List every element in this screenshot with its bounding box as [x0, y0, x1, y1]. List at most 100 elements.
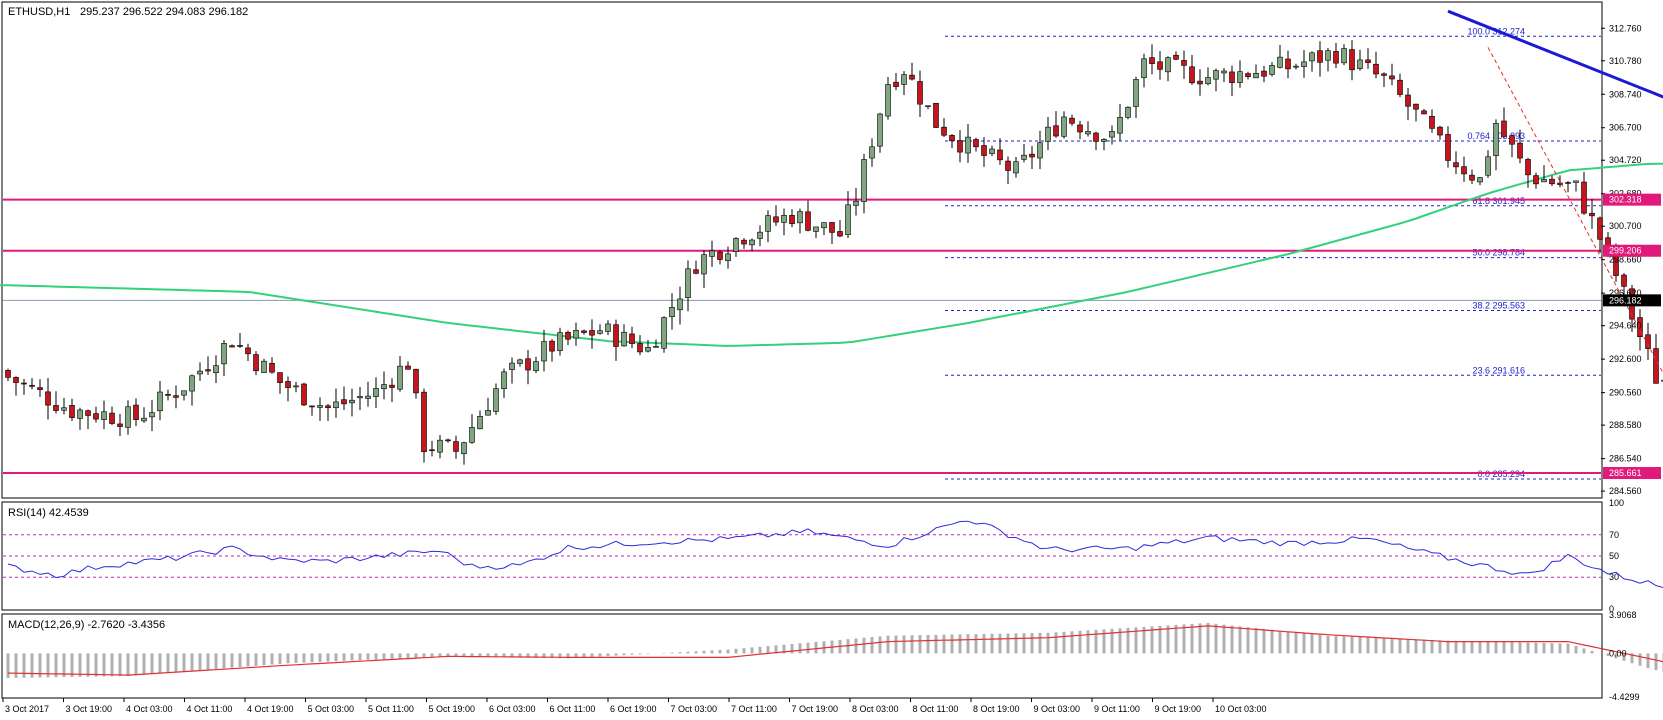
- candle-body: [1181, 60, 1187, 66]
- candle-body: [1013, 161, 1019, 174]
- candle-body: [1061, 116, 1067, 137]
- candle: [1229, 65, 1235, 96]
- candle: [669, 293, 675, 330]
- candle-body: [997, 149, 1003, 161]
- price-tick-label: 294.640: [1609, 321, 1642, 331]
- price-tick-label: 288.580: [1609, 420, 1642, 430]
- ohlc-label: 295.237 296.522 294.083 296.182: [80, 6, 248, 18]
- candle-body: [589, 330, 595, 336]
- candle-body: [229, 345, 235, 348]
- candle-body: [253, 354, 259, 372]
- candle: [1637, 309, 1643, 351]
- rsi-panel-frame: [1, 501, 1603, 611]
- symbol-label: ETHUSD,H1: [8, 6, 70, 18]
- time-tick-label: 4 Oct 19:00: [247, 704, 294, 714]
- candle-body: [1453, 162, 1459, 168]
- candle-body: [1037, 142, 1043, 159]
- candle-body: [989, 148, 995, 154]
- candle-body: [1133, 79, 1139, 107]
- candle-body: [69, 405, 75, 418]
- candle: [197, 362, 203, 381]
- candle: [221, 340, 227, 377]
- candle-body: [1397, 79, 1403, 95]
- candle-body: [1549, 178, 1555, 185]
- candle-body: [757, 231, 763, 239]
- candle: [61, 397, 67, 415]
- candle: [357, 387, 363, 411]
- candle: [533, 356, 539, 374]
- candle: [1589, 199, 1595, 229]
- candle: [1341, 44, 1347, 66]
- candle: [333, 388, 339, 418]
- candle-body: [1125, 106, 1131, 118]
- candle: [341, 386, 347, 411]
- candle-body: [1581, 181, 1587, 214]
- candle: [85, 409, 91, 430]
- candle: [285, 376, 291, 402]
- candle: [1469, 169, 1475, 184]
- candle: [597, 324, 603, 335]
- candle-body: [1101, 139, 1107, 142]
- candle: [885, 76, 891, 120]
- candle: [109, 406, 115, 425]
- level-price-tag-label: 299.206: [1609, 246, 1642, 256]
- candle-body: [1493, 123, 1499, 156]
- candle: [661, 316, 667, 353]
- rsi-line: [7, 520, 1663, 589]
- candle: [581, 329, 587, 335]
- candle-body: [1349, 49, 1355, 71]
- candle: [1485, 150, 1491, 178]
- candle: [1533, 172, 1539, 189]
- moving-average: [0, 162, 1663, 347]
- candle-body: [1253, 72, 1259, 79]
- candle: [1045, 116, 1051, 151]
- price-tick-label: 300.700: [1609, 221, 1642, 231]
- candle: [1445, 126, 1451, 168]
- candle: [1541, 165, 1547, 183]
- candle: [1013, 157, 1019, 178]
- candle: [1101, 138, 1107, 151]
- candle-body: [1469, 174, 1475, 181]
- candle: [477, 410, 483, 430]
- candle-body: [1413, 103, 1419, 110]
- candle: [1325, 47, 1331, 72]
- price-tick-label: 312.760: [1609, 23, 1642, 33]
- candle-body: [93, 413, 99, 420]
- candle-body: [37, 387, 43, 390]
- time-tick-label: 4 Oct 03:00: [126, 704, 173, 714]
- candle: [405, 361, 411, 370]
- candles: [5, 40, 1663, 465]
- candle-body: [1565, 182, 1571, 184]
- time-tick-label: 5 Oct 03:00: [308, 704, 355, 714]
- candle-body: [21, 382, 27, 385]
- candle: [397, 356, 403, 392]
- candle-body: [1229, 71, 1235, 83]
- candle-body: [573, 330, 579, 339]
- candle: [925, 105, 931, 110]
- candle: [1309, 51, 1315, 72]
- candle-body: [1605, 237, 1611, 246]
- candle-body: [85, 410, 91, 416]
- candle-body: [189, 375, 195, 392]
- candle-body: [237, 345, 243, 347]
- candle: [261, 358, 267, 373]
- candle-body: [669, 307, 675, 318]
- candle-body: [1477, 177, 1483, 183]
- price-tick-label: 296.620: [1609, 288, 1642, 298]
- candle: [757, 225, 763, 247]
- candle-body: [557, 332, 563, 351]
- candle-body: [1141, 58, 1147, 78]
- main-panel-frame: [1, 1, 1603, 499]
- candle-body: [1237, 71, 1243, 83]
- candle-body: [365, 395, 371, 399]
- price-tick-label: 308.740: [1609, 89, 1642, 99]
- time-tick-label: 9 Oct 03:00: [1034, 704, 1081, 714]
- candle: [237, 332, 243, 348]
- rsi-label: RSI(14) 42.4539: [8, 507, 89, 519]
- candle-body: [61, 407, 67, 411]
- candle-body: [765, 215, 771, 232]
- candle-body: [373, 388, 379, 397]
- candle-body: [141, 417, 147, 422]
